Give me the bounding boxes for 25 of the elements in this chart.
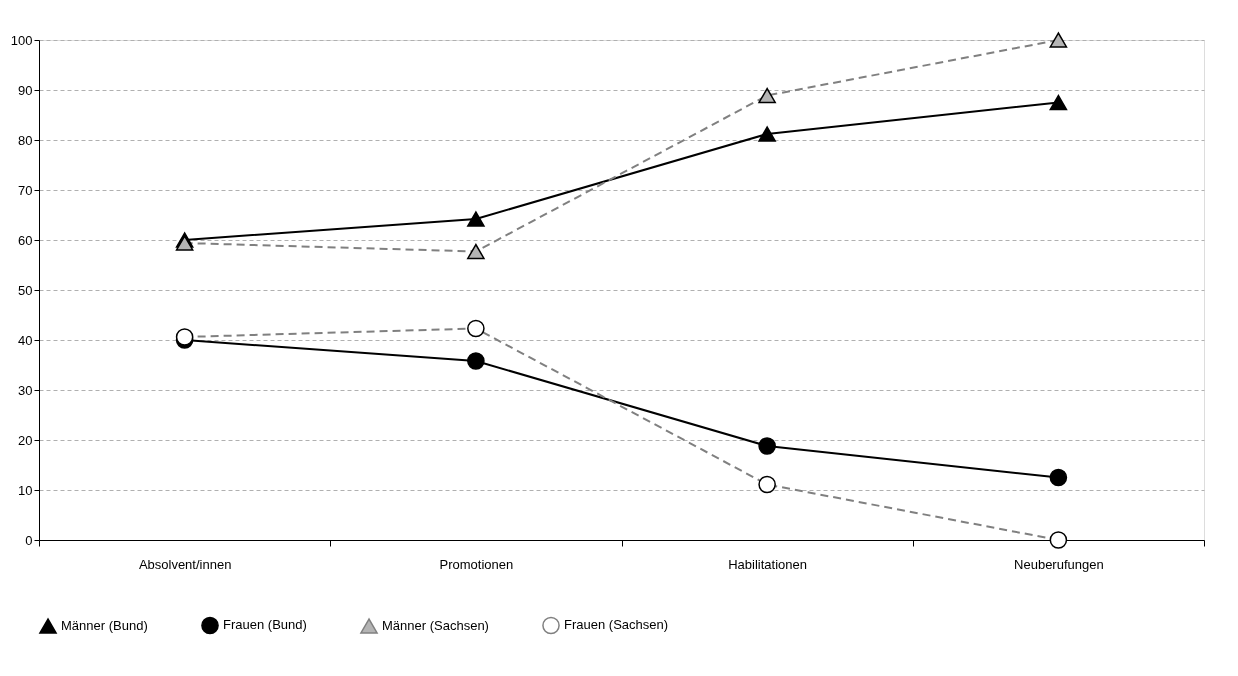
x-tick-label: Absolvent/innen (138, 556, 232, 572)
point (758, 437, 776, 455)
x-tick-label: Neuberufungen (1014, 556, 1104, 572)
y-tick-label: 20 (18, 432, 33, 448)
y-tick-label: 50 (18, 282, 33, 298)
y-tick-label: 90 (18, 82, 33, 98)
y-tick-label: 80 (18, 132, 33, 148)
y-tick-label: 30 (18, 382, 33, 398)
y-tick-label: 100 (10, 32, 33, 48)
point (758, 126, 776, 142)
y-tick-label: 10 (18, 482, 33, 498)
y-tick-label: 40 (18, 332, 33, 348)
point (467, 352, 485, 370)
legend-label: Frauen (Bund) (223, 617, 307, 633)
point (1049, 468, 1068, 487)
legend-label: Männer (Sachsen) (382, 618, 489, 634)
point (467, 211, 485, 227)
y-tick-label: 60 (18, 232, 33, 248)
x-tick-label: Promotionen (439, 556, 514, 572)
y-tick-label: 70 (18, 182, 33, 198)
legend-label: Frauen (Sachsen) (564, 617, 669, 633)
y-tick-label: 0 (25, 532, 33, 548)
x-tick-label: Habilitationen (728, 556, 808, 572)
legend-label: Männer (Bund) (61, 618, 148, 634)
point (1049, 94, 1068, 111)
